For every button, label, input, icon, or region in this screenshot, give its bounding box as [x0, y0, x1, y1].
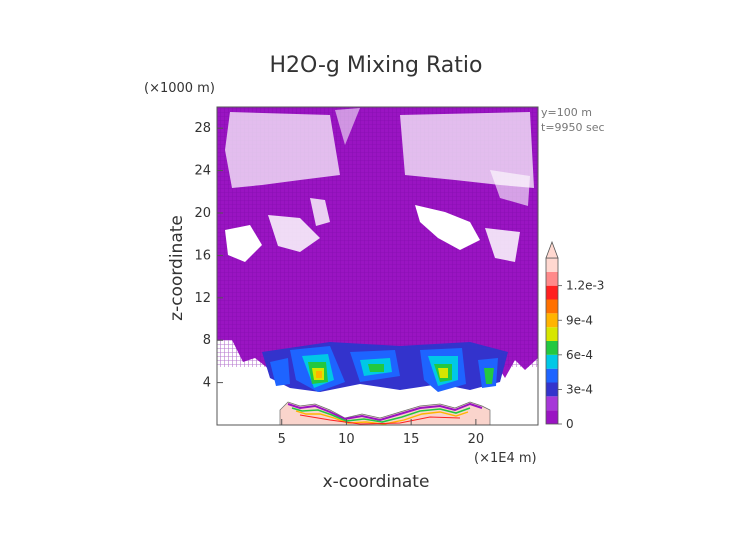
- colorbar-swatch: [546, 313, 558, 328]
- terrain: [279, 401, 491, 425]
- x-unit-label: (×1E4 m): [474, 451, 537, 466]
- x-tick-label: 10: [338, 432, 355, 447]
- colorbar-tick-label: 9e-4: [566, 313, 593, 327]
- chart-title: H2O-g Mixing Ratio: [270, 53, 483, 78]
- y-tick-label: 16: [194, 248, 211, 263]
- y-tick-label: 8: [203, 333, 211, 348]
- x-axis-ticks: 5 10 15 20: [278, 419, 485, 447]
- x-tick-label: 5: [278, 432, 286, 447]
- colorbar-tick-label: 0: [566, 417, 574, 431]
- plot-area: [217, 107, 538, 425]
- colorbar-swatch: [546, 271, 558, 286]
- colorbar-swatch: [546, 354, 558, 369]
- y-tick-label: 4: [203, 376, 211, 391]
- y-tick-label: 24: [194, 164, 211, 179]
- colorbar-swatch: [546, 327, 558, 341]
- colorbar-swatch: [546, 285, 558, 300]
- y-unit-label: (×1000 m): [144, 81, 215, 96]
- colorbar-swatch: [546, 341, 558, 355]
- low-level-moist-band: [262, 342, 508, 392]
- x-tick-label: 20: [468, 432, 485, 447]
- dry-patches: [225, 108, 534, 262]
- y-axis-ticks: 4 8 12 16 20 24 28: [194, 121, 223, 391]
- colorbar-extend-arrow: [545, 240, 559, 259]
- colorbar-swatch: [546, 382, 558, 397]
- colorbar: 0 3e-4 6e-4 9e-4 1.2e-3: [545, 240, 604, 431]
- y-axis-label: z-coordinate: [167, 215, 187, 321]
- x-axis-label: x-coordinate: [323, 472, 430, 492]
- colorbar-swatch: [546, 396, 558, 411]
- y-tick-label: 20: [194, 206, 211, 221]
- info-time: t=9950 sec: [541, 121, 605, 134]
- colorbar-swatch: [546, 299, 558, 314]
- y-tick-label: 12: [194, 291, 211, 306]
- colorbar-swatch: [546, 368, 558, 383]
- colorbar-swatch: [546, 258, 558, 272]
- info-y-position: y=100 m: [541, 106, 592, 119]
- colorbar-tick-label: 6e-4: [566, 348, 593, 362]
- plot-frame: [216, 106, 539, 426]
- colorbar-tick-label: 3e-4: [566, 382, 593, 396]
- colorbar-tick-label: 1.2e-3: [566, 279, 604, 293]
- x-tick-label: 15: [403, 432, 420, 447]
- y-tick-label: 28: [194, 121, 211, 136]
- colorbar-swatch: [546, 410, 558, 424]
